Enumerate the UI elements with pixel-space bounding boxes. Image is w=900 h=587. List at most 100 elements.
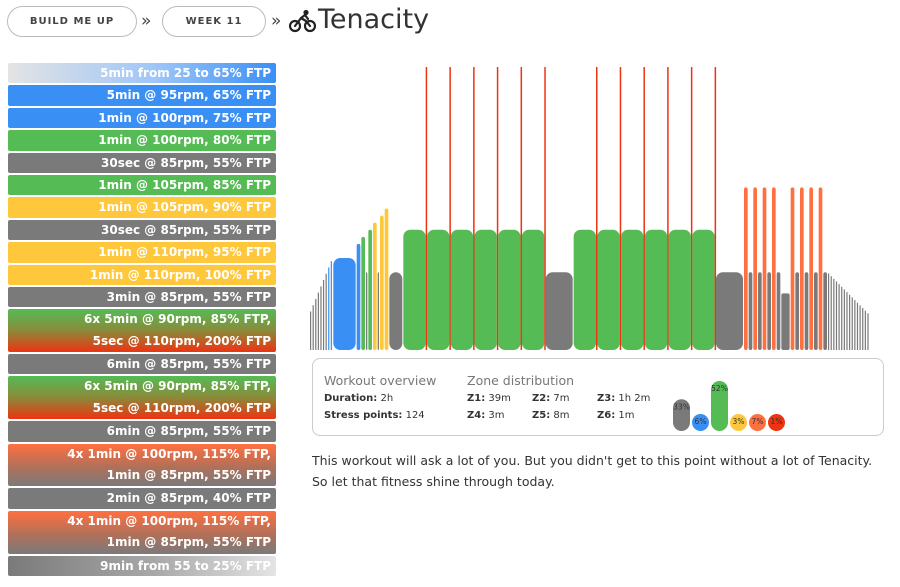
workout-ramp-segment: [843, 289, 845, 350]
workout-interval-bar: [427, 229, 450, 350]
workout-ramp-segment: [841, 286, 843, 350]
zone-bar-z5: [749, 414, 766, 431]
zone-distribution-heading: Zone distribution: [467, 373, 575, 388]
workout-ramp-segment: [330, 261, 332, 350]
zone-time-z2: Z2: 7m: [532, 393, 570, 404]
workout-step-text: 3min @ 85rpm, 55% FTP: [106, 289, 271, 304]
workout-step: 1min @ 105rpm, 90% FTP: [8, 197, 276, 218]
breadcrumb-week-11[interactable]: WEEK 11: [162, 6, 266, 37]
workout-interval-bar: [772, 187, 776, 350]
workout-ramp-segment: [859, 305, 861, 350]
workout-interval-spike: [714, 67, 717, 350]
workout-interval-bar: [366, 272, 368, 350]
workout-interval-bar: [368, 229, 372, 350]
workout-interval-bar: [818, 187, 823, 350]
workout-step-text: 1min @ 105rpm, 85% FTP: [98, 177, 271, 192]
cyclist-icon: [289, 9, 316, 33]
workout-interval-bar: [333, 258, 356, 350]
workout-interval-bar: [361, 236, 365, 350]
zone-bar-label: 52%: [711, 384, 728, 393]
breadcrumb-build-me-up[interactable]: BUILD ME UP: [7, 6, 137, 37]
workout-ramp-segment: [315, 298, 317, 350]
zone-bar-label: 3%: [733, 417, 745, 426]
breadcrumb-separator: »: [141, 11, 152, 31]
workout-step-text: 6min @ 85rpm, 55% FTP: [106, 357, 271, 372]
workout-interval-bar: [748, 272, 753, 350]
workout-step: 6x 5min @ 90rpm, 85% FTP, 5sec @ 110rpm, …: [8, 309, 276, 353]
workout-ramp-segment: [310, 311, 312, 350]
workout-step: 6min @ 85rpm, 55% FTP: [8, 354, 276, 375]
workout-interval-bar: [377, 272, 379, 350]
zone-time-z4: Z4: 3m: [467, 410, 505, 421]
workout-interval-bar: [498, 229, 521, 350]
workout-step-text: 2min @ 85rpm, 40% FTP: [106, 491, 271, 506]
workout-step-text: 6x 5min @ 90rpm, 85% FTP,: [83, 379, 271, 394]
workout-step: 1min @ 100rpm, 80% FTP: [8, 130, 276, 151]
stress-row: Stress points: 124: [324, 410, 425, 421]
workout-step: 1min @ 110rpm, 100% FTP: [8, 264, 276, 285]
workout-step-text: 1min @ 100rpm, 80% FTP: [98, 133, 271, 148]
duration-value: 2h: [380, 393, 394, 404]
workout-overview-card: Workout overview Duration: 2h Stress poi…: [312, 358, 884, 436]
workout-profile-graph: [310, 67, 869, 350]
workout-interval-bar: [597, 229, 620, 350]
workout-interval-bar: [621, 229, 644, 350]
workout-interval-spike: [473, 67, 475, 350]
workout-step: 2min @ 85rpm, 40% FTP: [8, 488, 276, 509]
zone-distribution-bars: 33% 6% 52% 3% 7% 1%: [673, 381, 785, 431]
zone-time-z1: Z1: 39m: [467, 393, 511, 404]
overview-heading: Workout overview: [324, 373, 437, 388]
workout-step-text: 4x 1min @ 100rpm, 115% FTP,: [67, 446, 271, 461]
workout-step: 4x 1min @ 100rpm, 115% FTP, 1min @ 85rpm,…: [8, 443, 276, 487]
workout-interval-bar: [403, 229, 426, 350]
workout-step: 3min @ 85rpm, 55% FTP: [8, 286, 276, 308]
workout-interval-bar: [450, 229, 474, 350]
workout-interval-spike: [643, 67, 645, 350]
workout-interval-bar: [823, 272, 827, 350]
workout-step-text: 1min @ 85rpm, 55% FTP: [106, 468, 271, 483]
workout-ramp-segment: [328, 267, 330, 350]
workout-ramp-segment: [320, 286, 322, 350]
zone-bar-label: 6%: [695, 417, 707, 426]
workout-interval-bar: [644, 229, 668, 350]
zone-bar-label: 7%: [752, 417, 764, 426]
workout-step: 5min @ 95rpm, 65% FTP: [8, 85, 276, 106]
workout-interval-spike: [619, 67, 622, 350]
page-title: Tenacity: [318, 4, 430, 35]
workout-step: 30sec @ 85rpm, 55% FTP: [8, 152, 276, 173]
workout-ramp-segment: [828, 273, 830, 350]
workout-interval-bar: [809, 187, 813, 350]
workout-interval-bar: [692, 229, 715, 350]
workout-interval-spike: [667, 67, 669, 350]
workout-step-text: 1min @ 110rpm, 100% FTP: [89, 267, 271, 282]
workout-step: 9min from 55 to 25% FTP: [8, 555, 276, 577]
workout-step-text: 1min @ 85rpm, 55% FTP: [106, 535, 271, 550]
duration-row: Duration: 2h: [324, 393, 393, 404]
zone-time-z5: Z5: 8m: [532, 410, 570, 421]
workout-step: 1min @ 100rpm, 75% FTP: [8, 107, 276, 129]
workout-interval-bar: [373, 222, 377, 350]
workout-interval-spike: [449, 67, 451, 350]
workout-step: 6min @ 85rpm, 55% FTP: [8, 421, 276, 442]
workout-ramp-segment: [856, 302, 859, 350]
workout-interval-bar: [758, 272, 762, 350]
workout-ramp-segment: [864, 310, 866, 350]
workout-interval-spike: [520, 67, 523, 350]
workout-step-text: 30sec @ 85rpm, 55% FTP: [101, 222, 271, 237]
workout-interval-bar: [776, 272, 781, 350]
workout-step-text: 1min @ 110rpm, 95% FTP: [98, 245, 271, 260]
workout-ramp-segment: [854, 300, 856, 350]
workout-interval-bar: [795, 272, 799, 350]
workout-interval-bar: [790, 187, 795, 350]
workout-step: 1min @ 110rpm, 95% FTP: [8, 242, 276, 263]
workout-step-text: 6min @ 85rpm, 55% FTP: [106, 424, 271, 439]
stress-value: 124: [405, 410, 425, 421]
workout-ramp-segment: [835, 281, 838, 350]
workout-interval-spike: [425, 67, 428, 350]
workout-step: 4x 1min @ 100rpm, 115% FTP, 1min @ 85rpm,…: [8, 510, 276, 554]
workout-step-text: 5min @ 95rpm, 65% FTP: [106, 88, 271, 103]
workout-interval-bar: [380, 215, 384, 350]
workout-step: 30sec @ 85rpm, 55% FTP: [8, 219, 276, 241]
workout-ramp-segment: [325, 273, 327, 350]
workout-interval-bar: [762, 187, 767, 350]
